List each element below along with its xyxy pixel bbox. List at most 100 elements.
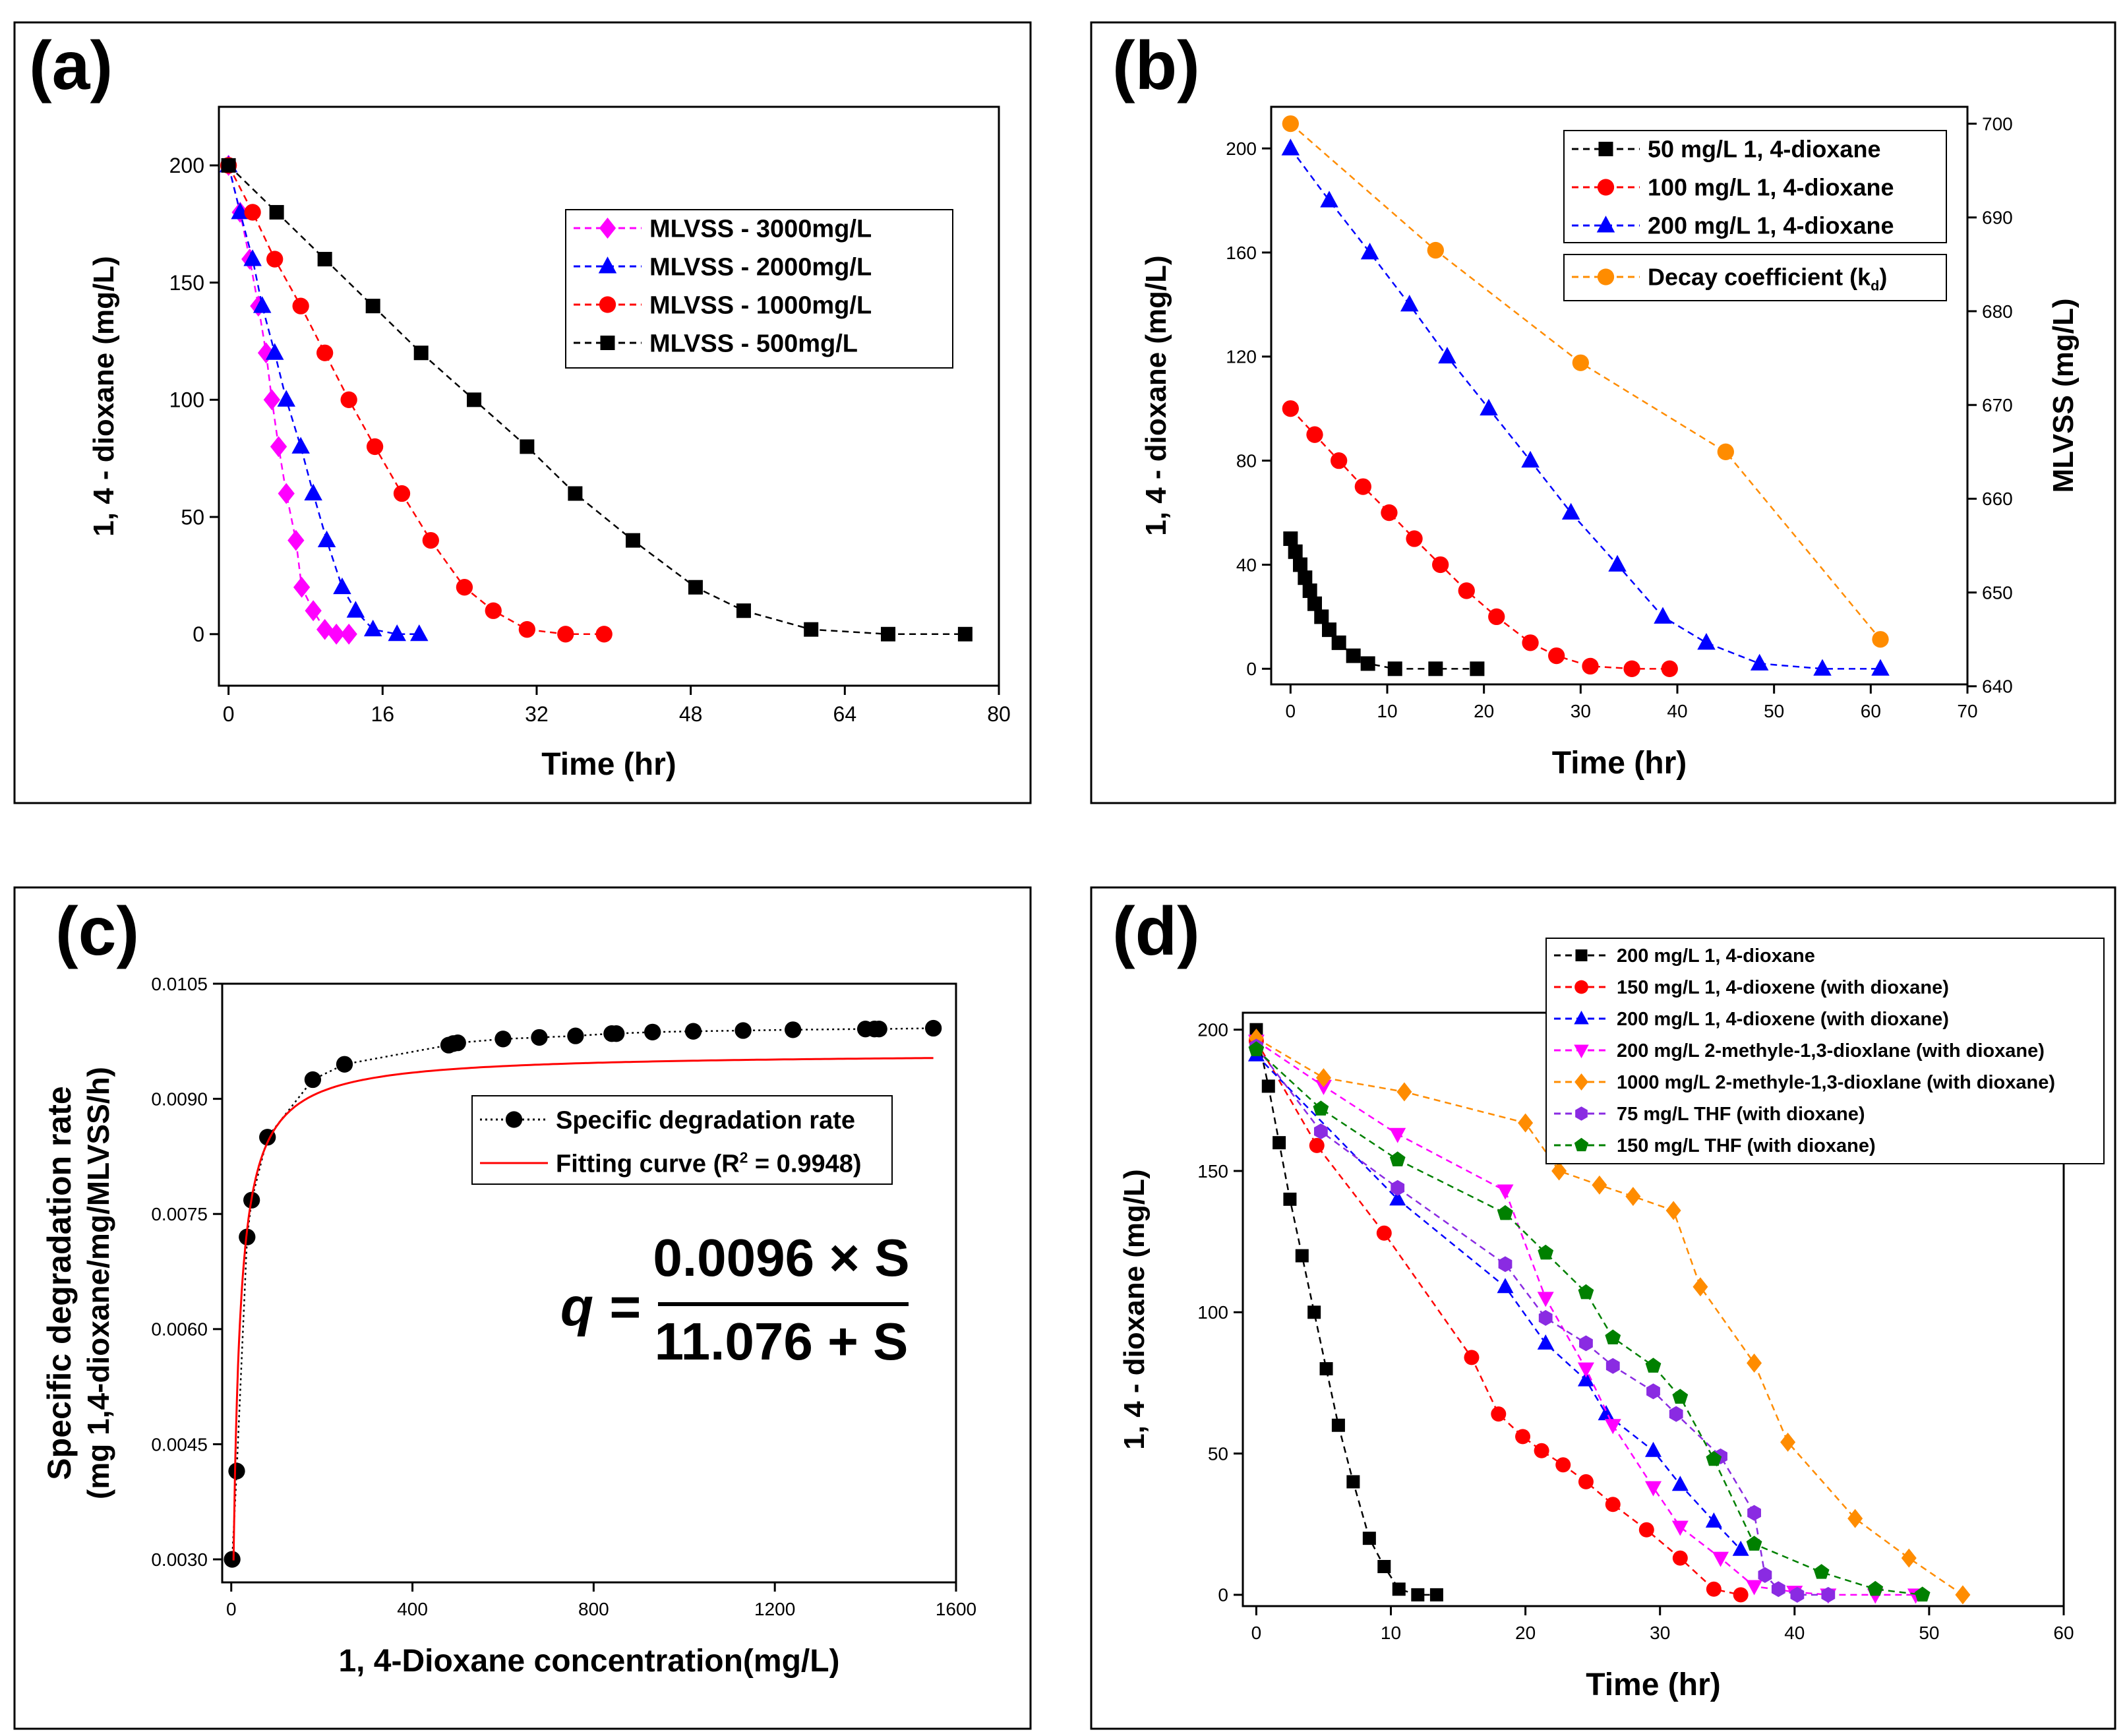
y-right-tick-label: 700: [1982, 113, 2013, 134]
data-point: [1346, 648, 1361, 663]
data-point: [266, 251, 284, 268]
data-point: [557, 626, 574, 643]
legend-label: Fitting curve (R2 = 0.9948): [556, 1149, 862, 1178]
x-tick-label: 64: [833, 702, 857, 726]
panel-label: (a): [29, 28, 113, 104]
data-point: [366, 438, 384, 456]
x-tick-label: 32: [525, 702, 549, 726]
y-tick-label: 0.0030: [151, 1549, 208, 1570]
legend-label: Specific degradation rate: [556, 1106, 855, 1134]
data-point: [1429, 1588, 1443, 1601]
data-point: [1497, 1205, 1513, 1220]
x-tick-label: 40: [1667, 701, 1687, 721]
data-point: [305, 600, 322, 622]
data-point: [1314, 609, 1329, 624]
data-point: [1548, 647, 1565, 665]
data-point: [1315, 1068, 1331, 1088]
data-point: [924, 1019, 942, 1037]
data-point: [1261, 1079, 1275, 1093]
panel-frame: [13, 886, 1032, 1730]
data-point: [520, 439, 535, 454]
x-tick-label: 20: [1515, 1623, 1536, 1643]
data-point: [1771, 1581, 1785, 1598]
data-point: [1645, 1441, 1662, 1457]
x-axis: 0 10 20 30 40 50 60 70: [1286, 684, 1978, 721]
equation-denominator: 11.076 + S: [655, 1312, 909, 1371]
data-point: [413, 345, 429, 361]
data-point: [1537, 1292, 1554, 1307]
data-point: [336, 1056, 353, 1073]
data-point: [1847, 1509, 1863, 1528]
data-point: [333, 577, 351, 595]
data-point: [1497, 1184, 1514, 1200]
data-point: [231, 202, 249, 220]
legend-box: [1545, 938, 2105, 1164]
x-axis-label: 1, 4-Dioxane concentration(mg/L): [338, 1644, 839, 1679]
data-point: [1307, 596, 1322, 611]
data-point: [734, 1022, 752, 1039]
y-tick-label: 200: [1226, 138, 1257, 159]
panel-c: (c)0 400 800 1200 16000.00300.00450.00600.00…: [13, 886, 1032, 1730]
data-point: [1389, 1151, 1406, 1166]
data-point: [1360, 656, 1375, 671]
legend-label: Decay coefficient (kd): [1648, 264, 1887, 294]
series-line: [231, 1027, 934, 1560]
data-point: [1582, 657, 1599, 675]
legend: 200 mg/L 1, 4-dioxane 150 mg/L 1, 4-dioxe…: [1545, 938, 2105, 1164]
data-point: [1746, 1536, 1762, 1551]
legend-swatch-marker: [1597, 268, 1615, 285]
data-point: [1360, 243, 1379, 260]
data-point: [1605, 1329, 1621, 1344]
data-point: [1661, 660, 1678, 677]
data-point: [485, 602, 502, 619]
data-point: [957, 626, 973, 642]
data-point: [1561, 502, 1580, 520]
x-axis: 0 400 800 1200 1600: [226, 1582, 976, 1619]
y-right-tick-label: 650: [1982, 582, 2013, 603]
legend-label: 100 mg/L 1, 4-dioxane: [1648, 174, 1894, 201]
y-tick-label: 0.0075: [151, 1204, 208, 1224]
series-3: [220, 157, 613, 643]
data-point: [277, 390, 295, 407]
data-point: [595, 626, 613, 643]
data-point: [1389, 1127, 1406, 1143]
legend-label: 200 mg/L 2-methyle-1,3-dioxlane (with di…: [1617, 1040, 2045, 1062]
data-point: [1551, 1161, 1567, 1181]
data-point: [1438, 346, 1456, 364]
legend-swatch-marker: [1575, 1106, 1588, 1121]
x-tick-label: 1600: [936, 1599, 976, 1619]
x-tick-label: 60: [1861, 701, 1881, 721]
y-tick-label: 160: [1226, 243, 1257, 263]
data-point: [287, 529, 305, 551]
data-point: [1671, 1520, 1689, 1536]
legend: MLVSS - 3000mg/L MLVSS - 2000mg/L MLVSS - …: [565, 209, 953, 369]
legend-box: [471, 1095, 893, 1185]
data-point: [1396, 1082, 1412, 1102]
data-point: [785, 1021, 802, 1038]
data-point: [1706, 1581, 1722, 1597]
data-point: [1672, 1389, 1689, 1404]
data-point: [1578, 1474, 1594, 1489]
x-tick-label: 1200: [754, 1599, 795, 1619]
legend-label: 150 mg/L THF (with dioxane): [1617, 1135, 1876, 1156]
data-point: [1377, 1560, 1391, 1573]
data-point: [1697, 633, 1716, 650]
series-line: [1255, 1037, 1963, 1596]
x-tick-label: 80: [987, 702, 1011, 726]
data-point: [1758, 1567, 1772, 1583]
y-tick-label: 0.0060: [151, 1319, 208, 1340]
data-point: [804, 622, 819, 637]
data-point: [1538, 1309, 1553, 1326]
x-tick-label: 70: [1957, 701, 1977, 721]
panel-frame: [1090, 886, 2116, 1730]
data-point: [422, 531, 439, 549]
x-tick-label: 30: [1650, 1623, 1670, 1643]
data-point: [1293, 557, 1307, 572]
series-line: [1255, 1054, 1742, 1551]
data-point: [1578, 1284, 1594, 1300]
data-point: [292, 297, 309, 314]
legend-swatch-marker: [599, 296, 616, 313]
data-point: [340, 623, 357, 645]
data-point: [244, 204, 261, 221]
data-point: [1498, 1256, 1513, 1272]
